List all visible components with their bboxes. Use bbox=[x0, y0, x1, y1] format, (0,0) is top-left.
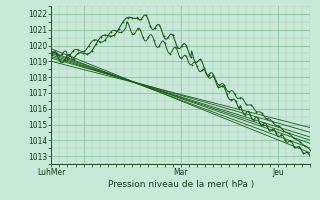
X-axis label: Pression niveau de la mer( hPa ): Pression niveau de la mer( hPa ) bbox=[108, 180, 254, 189]
